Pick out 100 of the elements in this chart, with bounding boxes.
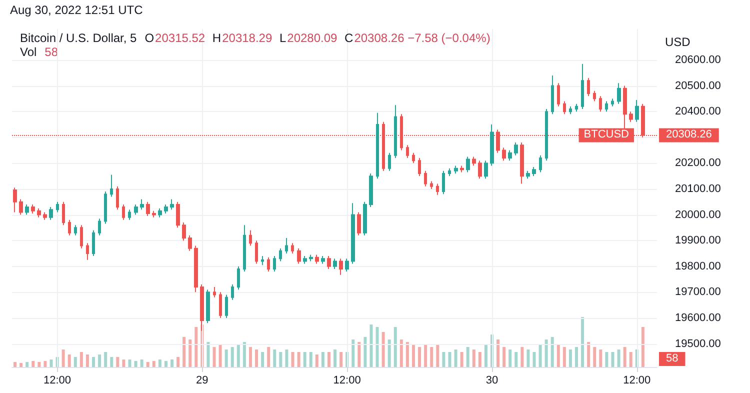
y-tick-label: 19600.00: [675, 312, 721, 324]
bar: [581, 317, 584, 367]
bar: [212, 347, 216, 367]
y-axis-title: USD: [665, 35, 691, 49]
candlestick: [98, 218, 101, 236]
candlestick: [369, 172, 373, 208]
bar: [32, 361, 35, 367]
candlestick: [231, 284, 234, 300]
candlestick: [225, 294, 228, 318]
candlestick: [418, 158, 421, 177]
candlestick: [629, 111, 633, 122]
bar: [562, 347, 566, 367]
bar: [605, 352, 608, 367]
bar: [436, 344, 440, 367]
candlestick: [285, 237, 288, 254]
bar: [146, 362, 150, 367]
candlestick: [86, 242, 89, 260]
candlestick: [37, 208, 41, 218]
bar: [406, 342, 409, 367]
bar: [315, 354, 318, 367]
bar: [188, 340, 192, 367]
bar: [388, 340, 391, 367]
bar: [38, 362, 41, 367]
bar: [92, 357, 96, 367]
bar: [550, 337, 554, 367]
candlestick: [424, 170, 427, 187]
bar: [170, 360, 174, 367]
bar: [370, 324, 373, 367]
candlestick: [176, 201, 180, 228]
candlestick: [92, 230, 95, 257]
candlestick: [388, 152, 391, 172]
y-tick-label: 20400.00: [675, 106, 721, 118]
candlestick: [532, 166, 536, 177]
candlestick: [182, 222, 186, 242]
bar: [568, 350, 572, 367]
candlestick: [146, 201, 150, 217]
candlestick: [587, 78, 590, 97]
bar: [98, 354, 102, 367]
y-tick-label: 19500.00: [675, 338, 721, 350]
y-tick-label: 20600.00: [675, 54, 721, 66]
bar: [496, 340, 500, 367]
bar: [80, 352, 83, 367]
bar: [218, 344, 222, 367]
bar: [261, 352, 264, 367]
bar: [484, 344, 488, 367]
candlestick: [31, 204, 35, 214]
candlestick: [339, 258, 343, 276]
bar: [358, 342, 361, 367]
candlestick: [376, 112, 379, 180]
y-tick-label: 20000.00: [675, 208, 721, 221]
y-tick-label: 20500.00: [675, 80, 721, 92]
bar: [20, 363, 23, 367]
bar: [291, 352, 294, 367]
candlestick: [25, 204, 29, 216]
candlestick: [508, 150, 512, 162]
candlestick: [406, 144, 409, 159]
candlestick: [333, 258, 337, 270]
bar: [279, 352, 282, 367]
bar: [158, 360, 162, 367]
bar: [74, 357, 77, 367]
x-tick-label: 30: [486, 374, 498, 386]
candlestick: [545, 108, 548, 162]
candlestick: [134, 204, 138, 216]
bar: [164, 361, 168, 367]
text: 58: [666, 352, 678, 364]
bar: [242, 342, 246, 367]
x-tick-label: 12:00: [44, 374, 72, 386]
text: 20308.26: [666, 128, 712, 141]
candlestick: [213, 286, 216, 298]
candlestick: [539, 154, 542, 173]
bar: [50, 360, 53, 367]
bar: [617, 350, 620, 367]
candlestick: [502, 147, 506, 162]
bar: [236, 344, 240, 367]
candlestick: [164, 204, 168, 214]
bar: [248, 347, 252, 367]
y-tick-label: 19700.00: [675, 286, 721, 298]
bar: [382, 332, 385, 367]
candlestick: [454, 165, 458, 174]
bar: [448, 352, 452, 367]
candlestick: [466, 156, 470, 173]
bar: [44, 361, 47, 367]
bar: [442, 352, 446, 367]
bar: [400, 340, 403, 367]
bar: [430, 347, 434, 367]
candlestick: [599, 96, 602, 112]
candlestick: [575, 103, 578, 112]
bar: [364, 337, 367, 367]
bar: [309, 352, 312, 367]
candlestick: [194, 245, 198, 293]
candlestick: [116, 186, 119, 210]
candlestick: [345, 258, 349, 272]
x-tick-label: 12:00: [333, 374, 361, 386]
annotation: 58: [44, 45, 58, 59]
candlestick: [514, 142, 518, 156]
bar: [424, 344, 428, 367]
candlestick: [62, 201, 65, 226]
bar: [104, 352, 108, 367]
bar: [62, 350, 65, 367]
candlestick: [351, 202, 355, 264]
